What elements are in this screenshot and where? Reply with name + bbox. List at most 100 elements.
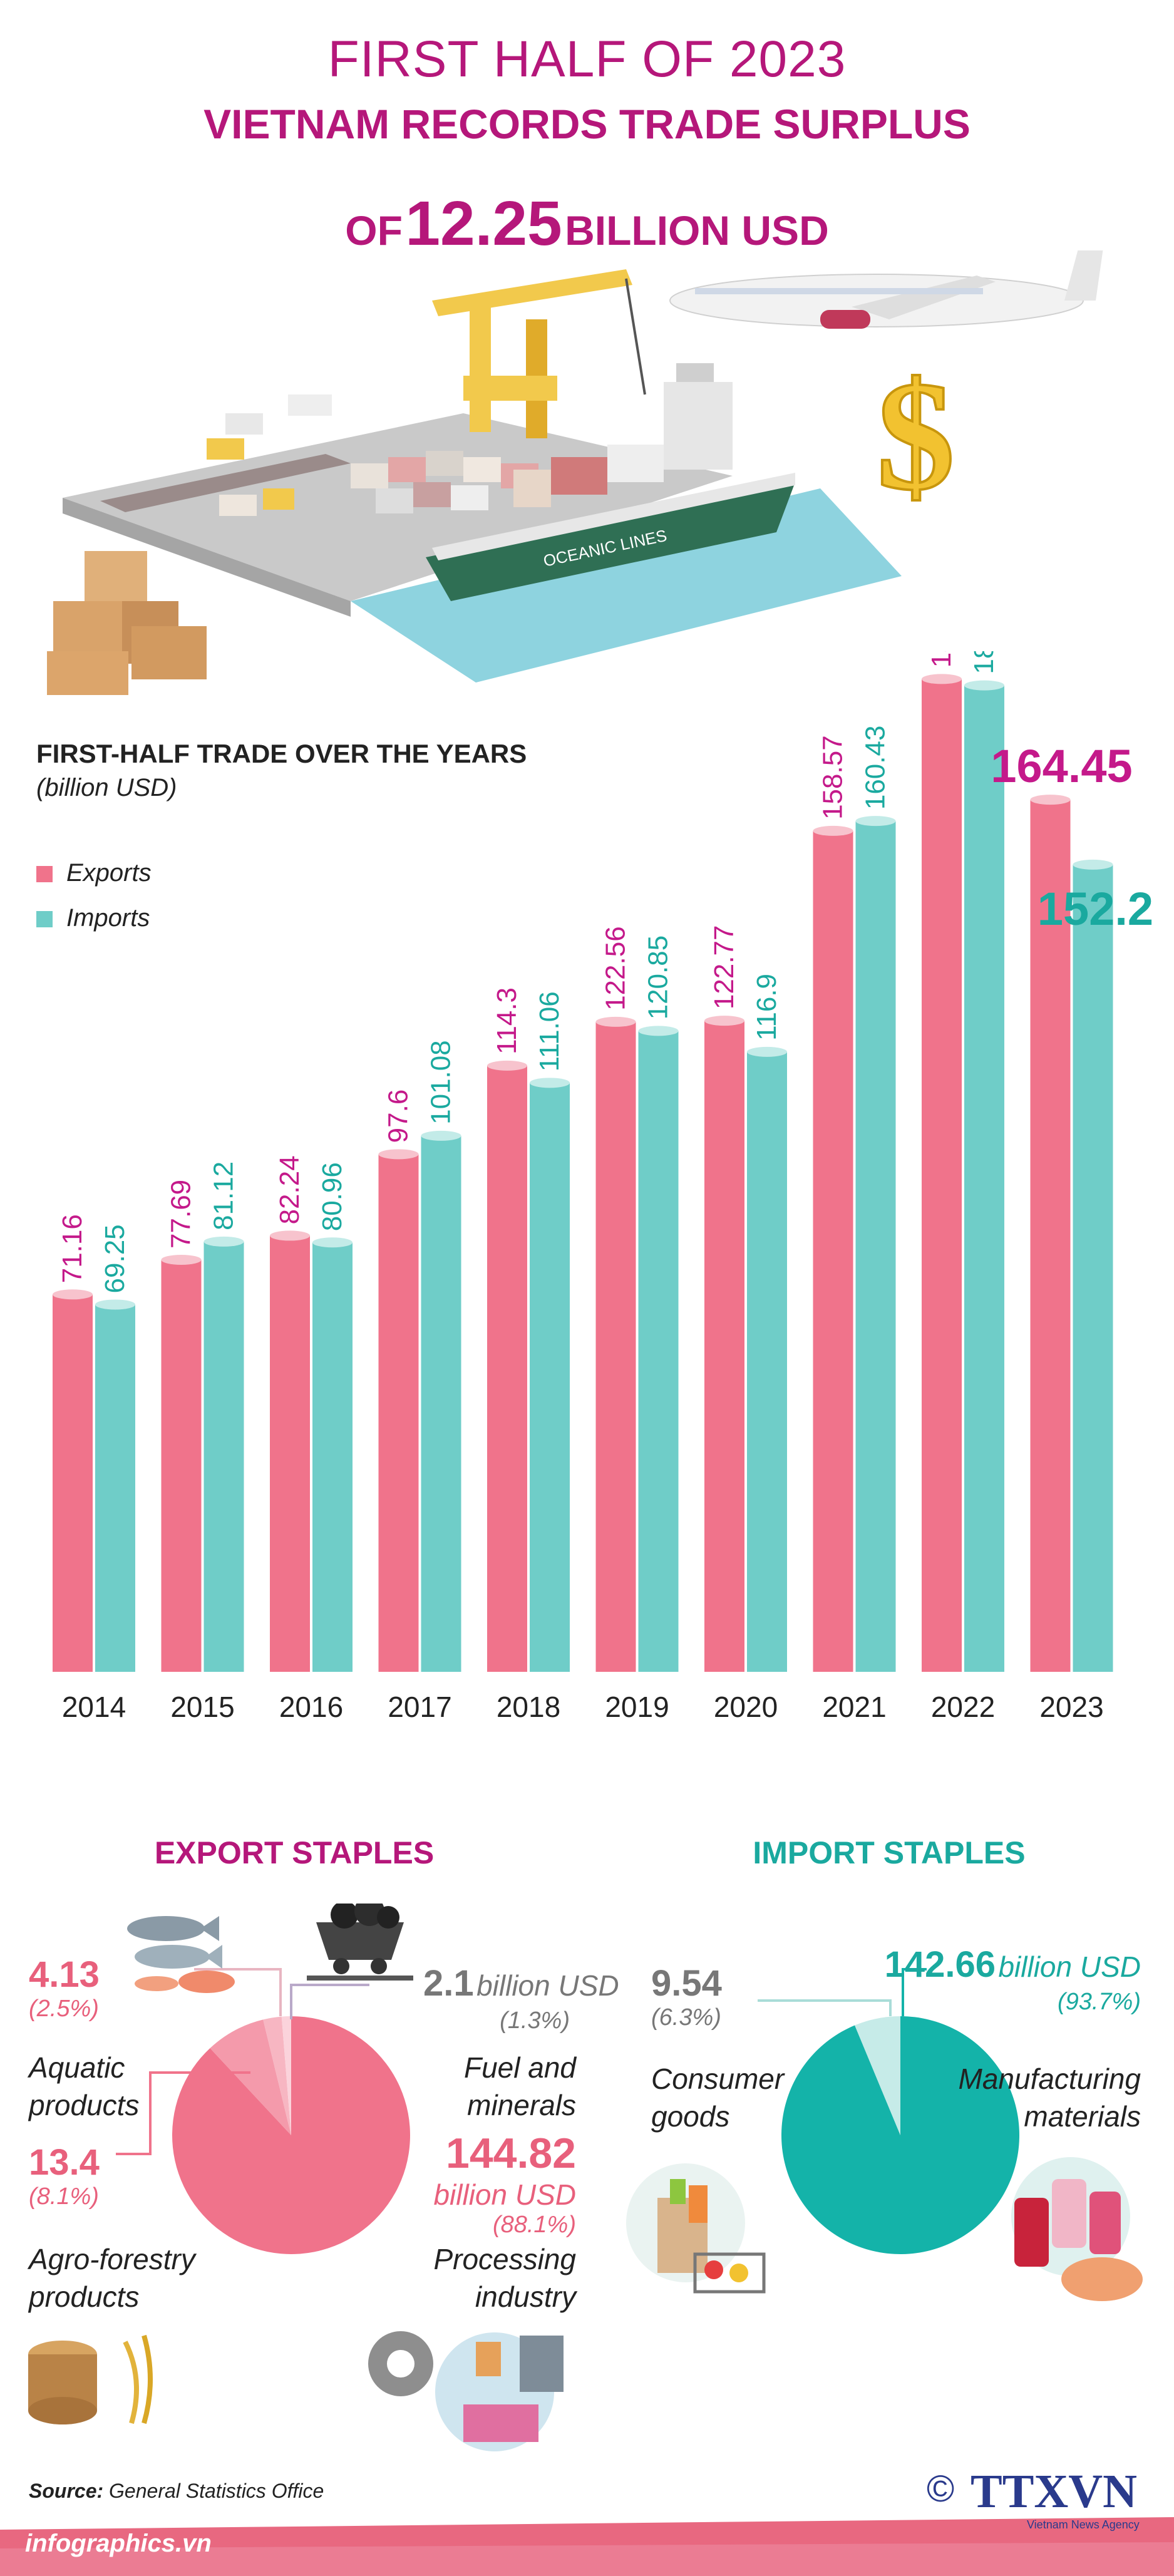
import-pie-area: [626, 1968, 1143, 2301]
fuel-unit: billion USD: [476, 1969, 619, 2002]
consumer-label: Consumer goods: [651, 2063, 785, 2133]
legend-exports-label: Exports: [66, 859, 152, 887]
legend-imports-swatch: [36, 911, 53, 927]
agro-leader: [116, 2071, 250, 2155]
year-label-2015: 2015: [170, 1691, 234, 1723]
year-label-2018: 2018: [497, 1691, 560, 1723]
import-bar-2017: [421, 1135, 461, 1672]
manufacturing-value-block: 142.66 billion USD: [877, 1944, 1141, 1986]
factory-gears-icon: [368, 2331, 564, 2451]
import-value-label-2018: 111.06: [534, 991, 565, 1071]
fish-icon: [127, 1916, 235, 1993]
consumer-leader: [758, 1999, 892, 2016]
crane: [432, 269, 646, 438]
export-bar-cap-2016: [270, 1230, 310, 1241]
import-bar-cap-2018: [530, 1078, 570, 1088]
year-label-2019: 2019: [605, 1691, 669, 1723]
cardboard-boxes: [47, 551, 207, 695]
site-link[interactable]: infographics.vn: [25, 2530, 212, 2557]
fuel-value: 2.1: [423, 1963, 474, 2004]
import-bar-cap-2016: [312, 1237, 353, 1248]
import-bar-2019: [638, 1031, 679, 1672]
export-value-label-2022: 187.2: [926, 651, 957, 667]
export-value-label-2019: 122.56: [600, 926, 631, 1011]
export-value-label-2017: 97.6: [383, 1090, 414, 1143]
import-bar-cap-2023: [1073, 859, 1113, 870]
import-bar-cap-2022: [964, 680, 1004, 691]
aquatic-value: 4.13: [29, 1954, 100, 1995]
import-value-label-2016: 80.96: [317, 1162, 348, 1231]
processing-unit: billion USD: [433, 2178, 576, 2211]
import-bar-cap-2021: [855, 816, 896, 827]
consumer-pct: (6.3%): [651, 2004, 721, 2031]
agro-pct: (8.1%): [29, 2183, 99, 2210]
fuel-value-block: 2.1 billion USD: [423, 1962, 619, 2004]
import-value-label-2022: 186: [969, 651, 999, 674]
import-staples-title: IMPORT STAPLES: [753, 1835, 1026, 1870]
agency-name: Vietnam News Agency: [1027, 2518, 1140, 2531]
water-shape: [351, 488, 902, 683]
import-value-label-2014: 69.25: [100, 1224, 130, 1293]
import-bar-cap-2020: [747, 1046, 787, 1057]
source-value: General Statistics Office: [109, 2480, 324, 2502]
aquatic-label: Aquatic products: [29, 2051, 140, 2121]
manufacturing-pct: (93.7%): [1057, 1989, 1141, 2015]
export-bar-2020: [704, 1021, 744, 1672]
year-label-2017: 2017: [388, 1691, 451, 1723]
export-bar-2023: [1030, 800, 1071, 1672]
import-bar-2022: [964, 685, 1004, 1672]
legend-imports-label: Imports: [66, 904, 150, 932]
legend-imports: Imports: [36, 904, 150, 932]
export-value-label-2015: 77.69: [166, 1180, 197, 1249]
consumer-value-block: 9.54 (6.3%): [651, 1962, 722, 2031]
header-line1: FIRST HALF OF 2023: [327, 31, 847, 88]
fuel-label: Fuel and minerals: [463, 2051, 576, 2121]
coal-cart-icon: [307, 1904, 413, 1981]
aquatic-pct: (2.5%): [29, 1996, 99, 2022]
aquatic-value-block: 4.13 (2.5%): [29, 1954, 100, 2022]
year-label-2022: 2022: [931, 1691, 995, 1723]
export-value-label-2021: 158.57: [818, 735, 848, 820]
import-value-label-2020: 116.9: [751, 974, 782, 1041]
thread-spools-icon: [1011, 2157, 1143, 2301]
import-value-label-2015: 81.12: [209, 1162, 239, 1230]
aquatic-leader: [194, 1968, 282, 2016]
year-label-2020: 2020: [714, 1691, 778, 1723]
export-bar-2016: [270, 1235, 310, 1672]
export-bar-cap-2023: [1030, 795, 1071, 805]
processing-value-block: 144.82 billion USD (88.1%): [426, 2129, 576, 2239]
agro-value-block: 13.4 (8.1%): [29, 2141, 100, 2210]
import-value-label-2019: 120.85: [643, 935, 674, 1020]
import-bar-cap-2014: [95, 1299, 135, 1310]
legend-exports-swatch: [36, 866, 53, 882]
export-bar-2019: [595, 1021, 636, 1672]
export-bar-cap-2017: [378, 1149, 419, 1160]
export-bar-cap-2015: [161, 1254, 202, 1265]
import-value-label-2021: 160.43: [860, 726, 891, 810]
import-value-label-2017: 101.08: [426, 1040, 456, 1125]
fuel-pct: (1.3%): [500, 2007, 570, 2034]
export-bar-cap-2022: [922, 674, 962, 684]
header-line3: OF 12.25 BILLION USD: [0, 188, 1174, 260]
svg-text:$: $: [877, 349, 955, 523]
export-bar-2014: [53, 1294, 93, 1672]
export-bar-cap-2021: [813, 825, 853, 836]
bar-chart: 71.16 69.25 2014 77.69 81.12 2015 82.24 80.96 20…: [53, 651, 1153, 1723]
import-bar-2016: [312, 1242, 353, 1672]
consumer-slice: [855, 2016, 900, 2135]
manufacturing-label: Manufacturing materials: [958, 2063, 1141, 2133]
export-pie-area: [28, 1904, 564, 2451]
import-bar-cap-2017: [421, 1130, 461, 1141]
export-bar-2022: [922, 679, 962, 1672]
processing-value: 144.82: [446, 2130, 576, 2177]
import-value-label-2023: 152.2: [1038, 883, 1153, 935]
export-value-label-2020: 122.77: [709, 925, 739, 1010]
airplane: [669, 250, 1103, 329]
manufacturing-unit: billion USD: [998, 1950, 1141, 1983]
aquatic-slice: [263, 2016, 291, 2135]
header-value: 12.25: [405, 188, 562, 259]
ship: OCEANIC LINES: [426, 363, 795, 601]
export-value-label-2018: 114.3: [492, 987, 522, 1054]
agro-slice: [210, 2019, 291, 2135]
export-staples-title: EXPORT STAPLES: [154, 1835, 435, 1870]
